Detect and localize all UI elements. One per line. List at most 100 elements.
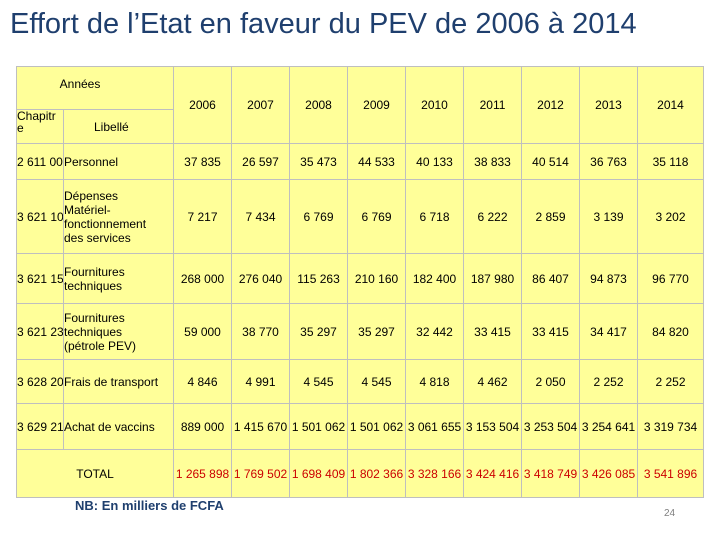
total-value-cell: 1 265 898 [173, 449, 233, 498]
value-cell: 7 434 [231, 179, 291, 254]
header-row-labels: Chapitr e Libellé [16, 109, 704, 144]
libelle-cell: Fournitures techniques [62, 253, 175, 304]
value-cell: 32 442 [405, 303, 465, 360]
chapitre-code: 2 611 00 [16, 143, 64, 180]
page-number: 24 [664, 508, 676, 519]
value-cell: 94 873 [579, 253, 639, 304]
total-value-cell: 1 802 366 [347, 449, 407, 498]
value-cell: 3 153 504 [463, 403, 523, 450]
page-title: Effort de l’Etat en faveur du PEV de 200… [10, 8, 637, 40]
total-row: TOTAL 1 265 898 1 769 502 1 698 409 1 802 36… [15, 449, 705, 498]
value-cell: 6 769 [289, 179, 349, 254]
total-value-cell: 3 541 896 [637, 449, 705, 498]
chapitre-code: 3 628 20 [16, 359, 64, 404]
value-cell: 4 545 [347, 359, 407, 404]
value-cell: 86 407 [521, 253, 581, 304]
value-cell: 44 533 [347, 143, 407, 180]
libelle-cell: Dépenses Matériel- fonctionnement des se… [62, 179, 175, 254]
value-cell: 276 040 [231, 253, 291, 304]
value-cell: 6 769 [347, 179, 407, 254]
libelle-cell: Fournitures techniques (pétrole PEV) [62, 303, 175, 360]
year-header: 2014 [637, 66, 705, 144]
value-cell: 37 835 [173, 143, 233, 180]
value-cell: 35 297 [289, 303, 349, 360]
table-row: 3 621 23 Fournitures techniques (pétrole … [16, 303, 705, 360]
value-cell: 3 202 [637, 179, 705, 254]
value-cell: 6 222 [463, 179, 523, 254]
value-cell: 3 319 734 [637, 403, 705, 450]
value-cell: 59 000 [173, 303, 233, 360]
libelle-cell: Achat de vaccins [62, 403, 175, 450]
table-row: 3 621 10 Dépenses Matériel- fonctionnemen… [16, 179, 705, 254]
value-cell: 3 254 641 [579, 403, 639, 450]
value-cell: 36 763 [579, 143, 639, 180]
value-cell: 115 263 [289, 253, 349, 304]
value-cell: 3 253 504 [521, 403, 581, 450]
value-cell: 26 597 [231, 143, 291, 180]
total-value-cell: 3 418 749 [521, 449, 581, 498]
year-header: 2008 [289, 66, 349, 144]
header-row-years: Années 2006 2007 2008 2009 2010 2011 2012 2013 2… [15, 66, 705, 144]
value-cell: 1 501 062 [289, 403, 349, 450]
header-chapitre: Chapitr e [16, 109, 64, 144]
libelle-cell: Frais de transport [62, 359, 175, 404]
value-cell: 4 818 [405, 359, 465, 404]
total-value-cell: 3 426 085 [579, 449, 639, 498]
note-units: NB: En milliers de FCFA [75, 498, 224, 513]
value-cell: 1 501 062 [347, 403, 407, 450]
value-cell: 96 770 [637, 253, 705, 304]
value-cell: 4 991 [231, 359, 291, 404]
table-row: 3 629 21 Achat de vaccins 889 000 1 415 670… [16, 403, 705, 450]
chapitre-code: 3 629 21 [16, 403, 64, 450]
chapitre-code: 3 621 10 [16, 179, 64, 254]
chapitre-code: 3 621 15 [16, 253, 64, 304]
value-cell: 2 252 [579, 359, 639, 404]
total-value-cell: 1 769 502 [231, 449, 291, 498]
table-row: 3 621 15 Fournitures techniques 268 000 276… [16, 253, 705, 304]
year-header: 2006 [173, 66, 233, 144]
value-cell: 1 415 670 [231, 403, 291, 450]
value-cell: 38 833 [463, 143, 523, 180]
year-header: 2012 [521, 66, 581, 144]
value-cell: 84 820 [637, 303, 705, 360]
year-header: 2011 [463, 66, 523, 144]
value-cell: 35 297 [347, 303, 407, 360]
value-cell: 2 252 [637, 359, 705, 404]
year-header: 2010 [405, 66, 465, 144]
chapitre-code: 3 621 23 [16, 303, 64, 360]
value-cell: 4 545 [289, 359, 349, 404]
value-cell: 4 846 [173, 359, 233, 404]
value-cell: 38 770 [231, 303, 291, 360]
value-cell: 4 462 [463, 359, 523, 404]
value-cell: 2 859 [521, 179, 581, 254]
year-header: 2007 [231, 66, 291, 144]
value-cell: 210 160 [347, 253, 407, 304]
libelle-cell: Personnel [62, 143, 175, 180]
total-value-cell: 3 424 416 [463, 449, 523, 498]
header-annees: Années [15, 66, 175, 110]
table-row: 2 611 00 Personnel 37 835 26 597 35 473 44 53… [16, 143, 705, 180]
total-label: TOTAL [15, 449, 175, 498]
value-cell: 33 415 [521, 303, 581, 360]
value-cell: 33 415 [463, 303, 523, 360]
value-cell: 3 061 655 [405, 403, 465, 450]
value-cell: 40 514 [521, 143, 581, 180]
total-value-cell: 3 328 166 [405, 449, 465, 498]
table-row: 3 628 20 Frais de transport 4 846 4 991 4 54… [16, 359, 705, 404]
value-cell: 2 050 [521, 359, 581, 404]
value-cell: 268 000 [173, 253, 233, 304]
total-value-cell: 1 698 409 [289, 449, 349, 498]
value-cell: 35 118 [637, 143, 705, 180]
value-cell: 889 000 [173, 403, 233, 450]
header-libelle: Libellé [62, 109, 175, 144]
value-cell: 187 980 [463, 253, 523, 304]
value-cell: 40 133 [405, 143, 465, 180]
value-cell: 6 718 [405, 179, 465, 254]
value-cell: 182 400 [405, 253, 465, 304]
year-header: 2013 [579, 66, 639, 144]
value-cell: 34 417 [579, 303, 639, 360]
value-cell: 35 473 [289, 143, 349, 180]
value-cell: 7 217 [173, 179, 233, 254]
value-cell: 3 139 [579, 179, 639, 254]
year-header: 2009 [347, 66, 407, 144]
